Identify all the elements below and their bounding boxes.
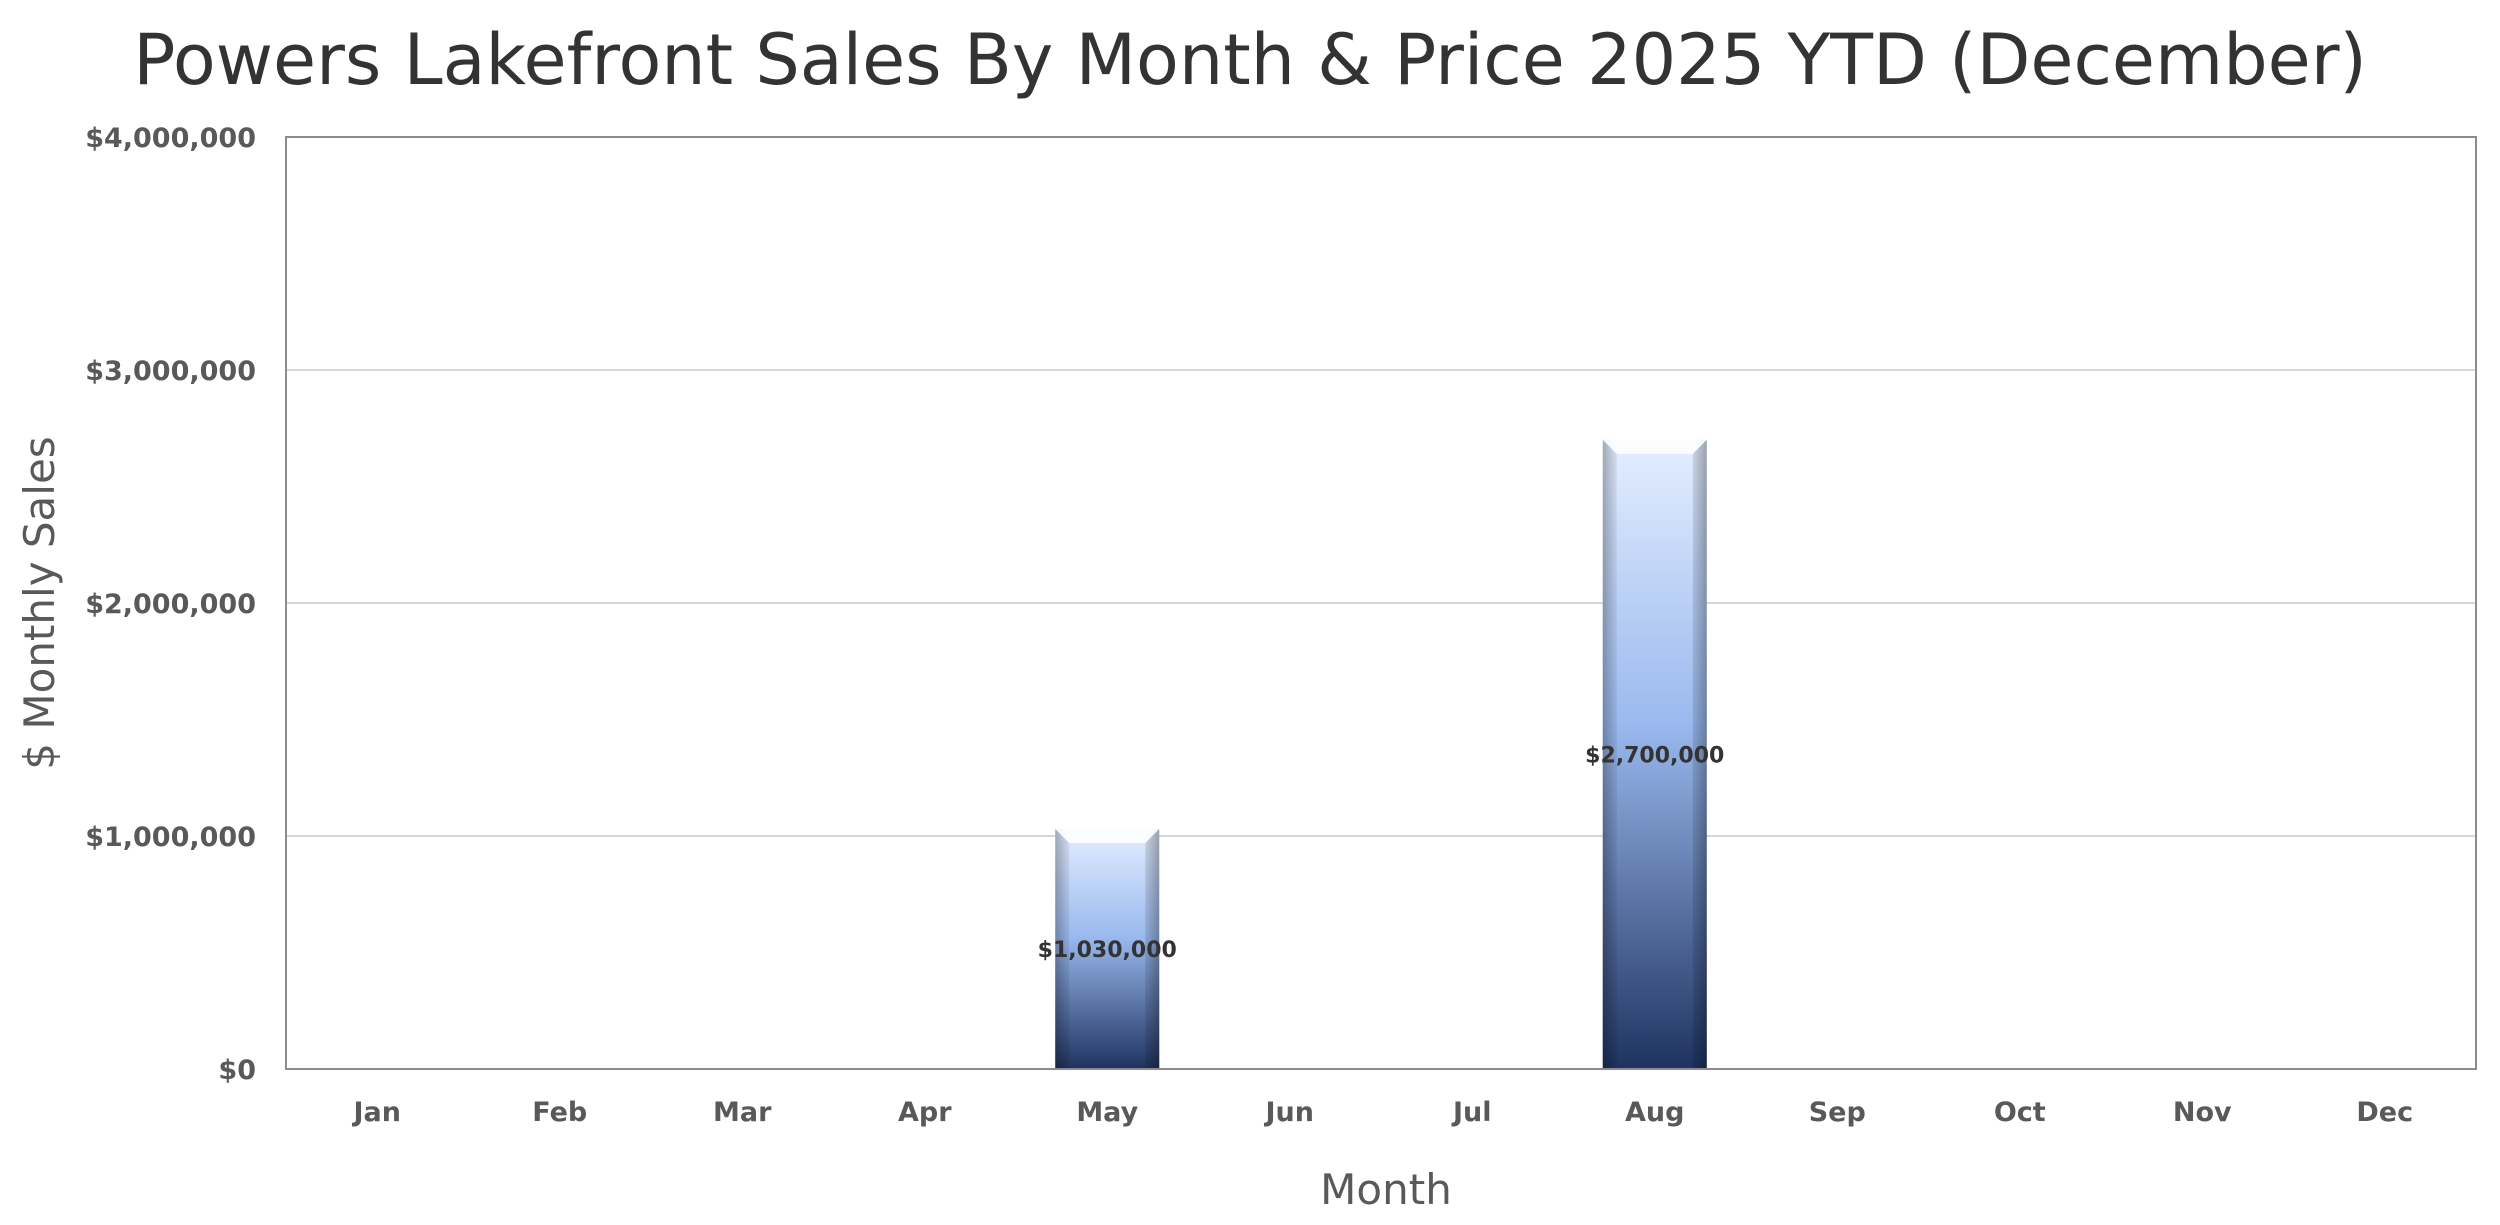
data-label: $1,030,000 (1038, 938, 1177, 963)
y-tick-label: $2,000,000 (85, 589, 256, 620)
x-tick-label: Jun (1264, 1097, 1315, 1128)
bar (1055, 829, 1160, 1069)
x-tick-label: Sep (1809, 1097, 1866, 1128)
bars (1055, 439, 1707, 1069)
x-tick-label: Apr (898, 1097, 952, 1128)
bar-shading (1602, 439, 1707, 1069)
x-axis-tick-labels: Jan Feb Mar Apr May Jun Jul Aug Sep Oct Nov Dec (352, 1097, 2414, 1128)
bar-bevel-left (1055, 829, 1070, 1069)
gridlines (286, 369, 2476, 837)
y-tick-label: $4,000,000 (85, 123, 256, 154)
chart-title: Powers Lakefront Sales By Month & Price … (133, 19, 2367, 101)
x-tick-label: Jan (352, 1097, 402, 1128)
x-tick-label: Oct (1994, 1097, 2046, 1128)
bar-bevel-right (1692, 439, 1707, 1069)
x-tick-label: Aug (1625, 1097, 1684, 1128)
plot-area-border (285, 136, 2477, 1070)
y-tick-label: $0 (218, 1055, 256, 1086)
data-labels: $1,030,000 $2,700,000 (1038, 743, 1725, 963)
bar-shading (1055, 829, 1160, 1069)
bar-bevel-right (1145, 829, 1160, 1069)
y-axis-title: $ Monthly Sales (15, 436, 64, 769)
x-tick-label: Mar (713, 1097, 772, 1128)
bar-bevel-top (1602, 439, 1707, 454)
y-tick-label: $1,000,000 (85, 822, 256, 853)
data-label: $2,700,000 (1585, 743, 1724, 768)
y-tick-label: $3,000,000 (85, 356, 256, 387)
x-tick-label: Dec (2356, 1097, 2413, 1128)
bar-bevel-top (1055, 829, 1160, 844)
bar (1602, 439, 1707, 1069)
bar-bevel-left (1602, 439, 1617, 1069)
x-tick-label: Nov (2173, 1097, 2232, 1128)
x-axis-title: Month (1320, 1165, 1452, 1214)
y-axis-tick-labels: $0 $1,000,000 $2,000,000 $3,000,000 $4,000,0… (85, 123, 256, 1086)
x-tick-label: May (1076, 1097, 1138, 1128)
x-tick-label: Feb (532, 1097, 587, 1128)
x-tick-label: Jul (1451, 1097, 1492, 1128)
